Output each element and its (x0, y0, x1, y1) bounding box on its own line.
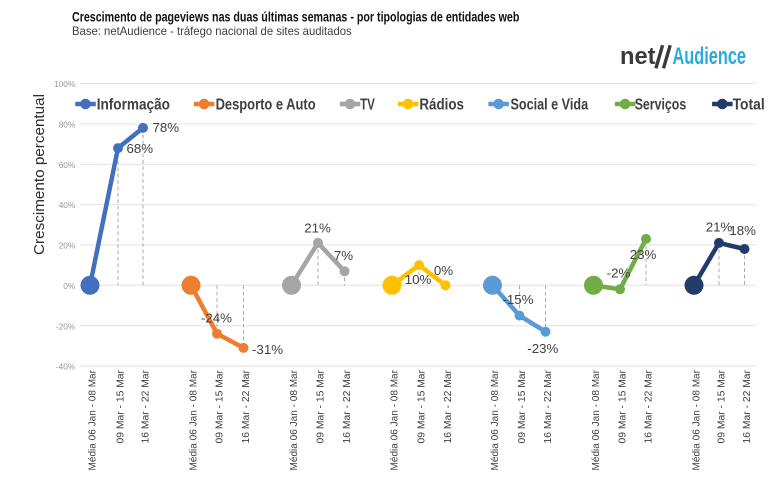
svg-text:16 Mar - 22 Mar: 16 Mar - 22 Mar (443, 369, 454, 443)
svg-text:Média 06 Jan - 08 Mar: Média 06 Jan - 08 Mar (490, 369, 501, 470)
svg-text:Base: netAudience - tráfego na: Base: netAudience - tráfego nacional de … (72, 24, 352, 38)
svg-text:Audience: Audience (673, 43, 747, 70)
svg-text:09 Mar - 15 Mar: 09 Mar - 15 Mar (618, 369, 629, 443)
svg-text:Média 06 Jan - 08 Mar: Média 06 Jan - 08 Mar (390, 369, 401, 470)
svg-text:-24%: -24% (201, 311, 232, 326)
svg-text:18%: 18% (729, 223, 756, 238)
svg-text:Média 06 Jan - 08 Mar: Média 06 Jan - 08 Mar (88, 369, 99, 470)
svg-text:net: net (620, 43, 656, 70)
svg-text:09 Mar - 15 Mar: 09 Mar - 15 Mar (417, 369, 428, 443)
svg-text:Média 06 Jan - 08 Mar: Média 06 Jan - 08 Mar (591, 369, 602, 470)
svg-text:40%: 40% (59, 200, 76, 210)
svg-text:Crescimento percentual: Crescimento percentual (31, 94, 48, 255)
svg-text:78%: 78% (153, 120, 180, 135)
svg-text:100%: 100% (54, 79, 76, 89)
svg-text:21%: 21% (304, 220, 331, 235)
svg-text:0%: 0% (63, 281, 76, 291)
svg-text:Desporto e Auto: Desporto e Auto (216, 97, 316, 114)
svg-text:16 Mar - 22 Mar: 16 Mar - 22 Mar (342, 369, 353, 443)
svg-text:09 Mar - 15 Mar: 09 Mar - 15 Mar (215, 369, 226, 443)
svg-text:Crescimento de pageviews nas d: Crescimento de pageviews nas duas última… (72, 8, 519, 24)
svg-text:20%: 20% (59, 241, 76, 251)
svg-text:23%: 23% (630, 247, 657, 262)
svg-text:Serviços: Serviços (635, 97, 687, 114)
svg-text:16 Mar - 22 Mar: 16 Mar - 22 Mar (543, 369, 554, 443)
svg-text:-40%: -40% (56, 362, 76, 372)
svg-text:Média 06 Jan - 08 Mar: Média 06 Jan - 08 Mar (692, 369, 703, 470)
svg-text:16 Mar - 22 Mar: 16 Mar - 22 Mar (241, 369, 252, 443)
svg-text:21%: 21% (706, 220, 733, 235)
svg-text:-23%: -23% (527, 341, 558, 356)
svg-text:10%: 10% (405, 272, 432, 287)
svg-text:Informação: Informação (97, 97, 171, 114)
svg-text:TV: TV (360, 97, 375, 114)
svg-text:-15%: -15% (502, 292, 533, 307)
svg-text:-20%: -20% (56, 321, 76, 331)
svg-text:16 Mar - 22 Mar: 16 Mar - 22 Mar (742, 369, 753, 443)
svg-text:09 Mar - 15 Mar: 09 Mar - 15 Mar (517, 369, 528, 443)
svg-text:7%: 7% (334, 248, 353, 263)
svg-text:-31%: -31% (252, 342, 283, 357)
svg-text:09 Mar - 15 Mar: 09 Mar - 15 Mar (316, 369, 327, 443)
svg-text:16 Mar - 22 Mar: 16 Mar - 22 Mar (644, 369, 655, 443)
svg-text:Total: Total (733, 97, 765, 114)
svg-text:Social e Vida: Social e Vida (511, 97, 589, 114)
svg-text:09 Mar - 15 Mar: 09 Mar - 15 Mar (717, 369, 728, 443)
svg-text:16 Mar - 22 Mar: 16 Mar - 22 Mar (141, 369, 152, 443)
svg-text:Rádios: Rádios (419, 97, 464, 114)
svg-text:Média 06 Jan - 08 Mar: Média 06 Jan - 08 Mar (289, 369, 300, 470)
svg-text:60%: 60% (59, 160, 76, 170)
svg-text:-2%: -2% (607, 266, 631, 281)
svg-text:09 Mar - 15 Mar: 09 Mar - 15 Mar (116, 369, 127, 443)
svg-text:Média 06 Jan - 08 Mar: Média 06 Jan - 08 Mar (189, 369, 200, 470)
svg-text:80%: 80% (59, 120, 76, 130)
svg-text:68%: 68% (127, 141, 154, 156)
svg-text:0%: 0% (434, 263, 453, 278)
